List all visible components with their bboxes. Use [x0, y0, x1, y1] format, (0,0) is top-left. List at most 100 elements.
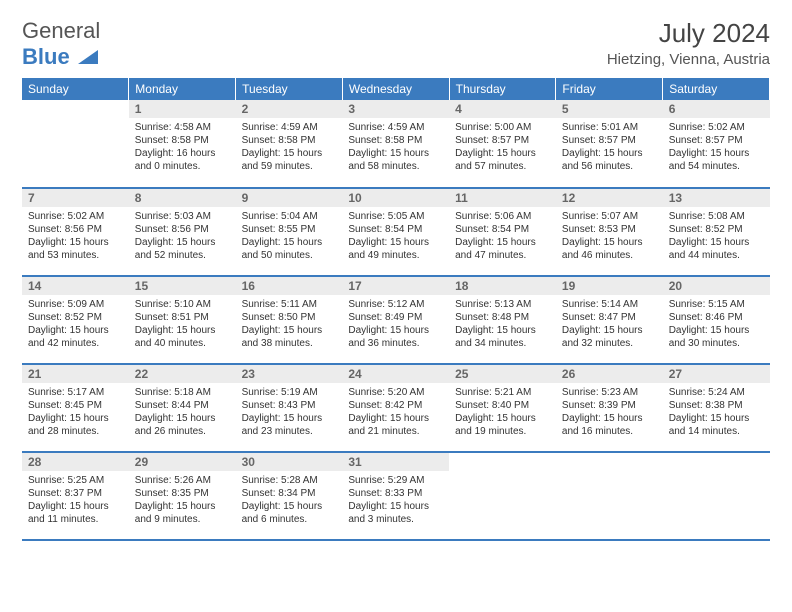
sunrise-text: Sunrise: 5:08 AM [669, 210, 764, 223]
sunset-text: Sunset: 8:57 PM [455, 134, 550, 147]
day-body: Sunrise: 5:26 AMSunset: 8:35 PMDaylight:… [129, 471, 236, 530]
daylight-text: Daylight: 15 hours and 34 minutes. [455, 324, 550, 350]
day-body: Sunrise: 5:13 AMSunset: 8:48 PMDaylight:… [449, 295, 556, 354]
calendar-day-cell: 23Sunrise: 5:19 AMSunset: 8:43 PMDayligh… [236, 364, 343, 452]
day-number: 25 [449, 365, 556, 383]
daylight-text: Daylight: 15 hours and 58 minutes. [348, 147, 443, 173]
sunset-text: Sunset: 8:48 PM [455, 311, 550, 324]
daylight-text: Daylight: 15 hours and 38 minutes. [242, 324, 337, 350]
sunrise-text: Sunrise: 5:17 AM [28, 386, 123, 399]
sunset-text: Sunset: 8:58 PM [242, 134, 337, 147]
calendar-day-cell: 6Sunrise: 5:02 AMSunset: 8:57 PMDaylight… [663, 100, 770, 188]
header: General Blue July 2024 Hietzing, Vienna,… [22, 18, 770, 70]
daylight-text: Daylight: 15 hours and 9 minutes. [135, 500, 230, 526]
title-block: July 2024 Hietzing, Vienna, Austria [607, 18, 770, 68]
calendar-day-cell: 7Sunrise: 5:02 AMSunset: 8:56 PMDaylight… [22, 188, 129, 276]
daylight-text: Daylight: 15 hours and 14 minutes. [669, 412, 764, 438]
sunrise-text: Sunrise: 5:28 AM [242, 474, 337, 487]
day-body: Sunrise: 5:05 AMSunset: 8:54 PMDaylight:… [342, 207, 449, 266]
sunset-text: Sunset: 8:33 PM [348, 487, 443, 500]
sunrise-text: Sunrise: 4:59 AM [348, 121, 443, 134]
daylight-text: Daylight: 15 hours and 42 minutes. [28, 324, 123, 350]
day-body: Sunrise: 5:11 AMSunset: 8:50 PMDaylight:… [236, 295, 343, 354]
calendar-day-cell: 18Sunrise: 5:13 AMSunset: 8:48 PMDayligh… [449, 276, 556, 364]
sunset-text: Sunset: 8:58 PM [348, 134, 443, 147]
daylight-text: Daylight: 15 hours and 21 minutes. [348, 412, 443, 438]
day-number: 20 [663, 277, 770, 295]
sunset-text: Sunset: 8:42 PM [348, 399, 443, 412]
day-number: 26 [556, 365, 663, 383]
day-body: Sunrise: 5:04 AMSunset: 8:55 PMDaylight:… [236, 207, 343, 266]
daylight-text: Daylight: 16 hours and 0 minutes. [135, 147, 230, 173]
day-body: Sunrise: 5:12 AMSunset: 8:49 PMDaylight:… [342, 295, 449, 354]
calendar-day-cell: 4Sunrise: 5:00 AMSunset: 8:57 PMDaylight… [449, 100, 556, 188]
sunrise-text: Sunrise: 5:07 AM [562, 210, 657, 223]
sunrise-text: Sunrise: 5:03 AM [135, 210, 230, 223]
sunset-text: Sunset: 8:39 PM [562, 399, 657, 412]
sunrise-text: Sunrise: 5:05 AM [348, 210, 443, 223]
calendar-day-cell: 25Sunrise: 5:21 AMSunset: 8:40 PMDayligh… [449, 364, 556, 452]
sunset-text: Sunset: 8:45 PM [28, 399, 123, 412]
daylight-text: Daylight: 15 hours and 57 minutes. [455, 147, 550, 173]
sunset-text: Sunset: 8:57 PM [562, 134, 657, 147]
logo-first: General [22, 18, 100, 43]
month-title: July 2024 [607, 18, 770, 49]
weekday-header: Thursday [449, 78, 556, 100]
day-body: Sunrise: 5:20 AMSunset: 8:42 PMDaylight:… [342, 383, 449, 442]
sunset-text: Sunset: 8:46 PM [669, 311, 764, 324]
sunset-text: Sunset: 8:43 PM [242, 399, 337, 412]
day-number: 24 [342, 365, 449, 383]
calendar-day-cell: 22Sunrise: 5:18 AMSunset: 8:44 PMDayligh… [129, 364, 236, 452]
logo-second: Blue [22, 44, 70, 69]
calendar-day-cell [556, 452, 663, 540]
day-body: Sunrise: 5:25 AMSunset: 8:37 PMDaylight:… [22, 471, 129, 530]
calendar-day-cell: 21Sunrise: 5:17 AMSunset: 8:45 PMDayligh… [22, 364, 129, 452]
day-number: 1 [129, 100, 236, 118]
calendar-day-cell [449, 452, 556, 540]
logo: General Blue [22, 18, 100, 70]
sunset-text: Sunset: 8:58 PM [135, 134, 230, 147]
sunrise-text: Sunrise: 5:00 AM [455, 121, 550, 134]
sunrise-text: Sunrise: 4:59 AM [242, 121, 337, 134]
day-body: Sunrise: 5:17 AMSunset: 8:45 PMDaylight:… [22, 383, 129, 442]
daylight-text: Daylight: 15 hours and 30 minutes. [669, 324, 764, 350]
day-body: Sunrise: 5:19 AMSunset: 8:43 PMDaylight:… [236, 383, 343, 442]
daylight-text: Daylight: 15 hours and 56 minutes. [562, 147, 657, 173]
weekday-header-row: Sunday Monday Tuesday Wednesday Thursday… [22, 78, 770, 100]
calendar-day-cell: 14Sunrise: 5:09 AMSunset: 8:52 PMDayligh… [22, 276, 129, 364]
day-number: 22 [129, 365, 236, 383]
day-body: Sunrise: 5:02 AMSunset: 8:57 PMDaylight:… [663, 118, 770, 177]
sunset-text: Sunset: 8:47 PM [562, 311, 657, 324]
daylight-text: Daylight: 15 hours and 26 minutes. [135, 412, 230, 438]
sunset-text: Sunset: 8:35 PM [135, 487, 230, 500]
sunrise-text: Sunrise: 5:19 AM [242, 386, 337, 399]
sunrise-text: Sunrise: 5:20 AM [348, 386, 443, 399]
weekday-header: Saturday [663, 78, 770, 100]
calendar-day-cell: 17Sunrise: 5:12 AMSunset: 8:49 PMDayligh… [342, 276, 449, 364]
day-number: 9 [236, 189, 343, 207]
day-number: 16 [236, 277, 343, 295]
day-number: 27 [663, 365, 770, 383]
day-body: Sunrise: 5:29 AMSunset: 8:33 PMDaylight:… [342, 471, 449, 530]
sunrise-text: Sunrise: 5:01 AM [562, 121, 657, 134]
daylight-text: Daylight: 15 hours and 19 minutes. [455, 412, 550, 438]
day-body: Sunrise: 5:01 AMSunset: 8:57 PMDaylight:… [556, 118, 663, 177]
sunrise-text: Sunrise: 4:58 AM [135, 121, 230, 134]
sunset-text: Sunset: 8:54 PM [348, 223, 443, 236]
calendar-day-cell: 12Sunrise: 5:07 AMSunset: 8:53 PMDayligh… [556, 188, 663, 276]
daylight-text: Daylight: 15 hours and 53 minutes. [28, 236, 123, 262]
sunset-text: Sunset: 8:55 PM [242, 223, 337, 236]
day-body: Sunrise: 5:15 AMSunset: 8:46 PMDaylight:… [663, 295, 770, 354]
calendar-day-cell: 9Sunrise: 5:04 AMSunset: 8:55 PMDaylight… [236, 188, 343, 276]
daylight-text: Daylight: 15 hours and 40 minutes. [135, 324, 230, 350]
day-body: Sunrise: 5:10 AMSunset: 8:51 PMDaylight:… [129, 295, 236, 354]
calendar-day-cell [663, 452, 770, 540]
daylight-text: Daylight: 15 hours and 54 minutes. [669, 147, 764, 173]
day-body: Sunrise: 5:21 AMSunset: 8:40 PMDaylight:… [449, 383, 556, 442]
day-number: 14 [22, 277, 129, 295]
calendar-day-cell: 10Sunrise: 5:05 AMSunset: 8:54 PMDayligh… [342, 188, 449, 276]
sunset-text: Sunset: 8:34 PM [242, 487, 337, 500]
sunset-text: Sunset: 8:44 PM [135, 399, 230, 412]
calendar-day-cell: 19Sunrise: 5:14 AMSunset: 8:47 PMDayligh… [556, 276, 663, 364]
daylight-text: Daylight: 15 hours and 49 minutes. [348, 236, 443, 262]
